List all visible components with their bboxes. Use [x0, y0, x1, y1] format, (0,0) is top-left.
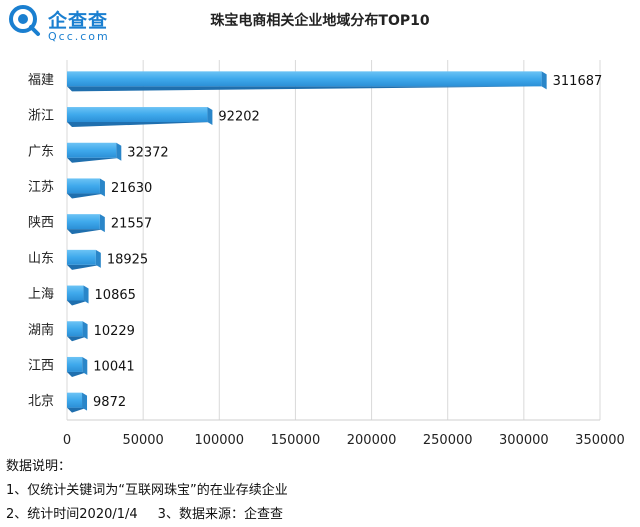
bar-福建	[67, 71, 542, 87]
bars	[67, 71, 547, 413]
x-tick-label-250000: 250000	[423, 433, 473, 448]
x-tick-label-100000: 100000	[194, 433, 244, 448]
bar-shadow-浙江	[67, 122, 213, 128]
bar-shadow-山东	[67, 264, 101, 270]
bar-cap-江苏	[99, 178, 105, 197]
value-label-上海: 10865	[95, 288, 136, 303]
value-label-陕西: 21557	[111, 217, 152, 232]
bar-shadow-陕西	[67, 229, 105, 235]
notes-heading: 数据说明：	[6, 459, 72, 474]
category-label-广东: 广东	[28, 144, 54, 159]
bar-cap-广东	[116, 142, 122, 161]
bar-shadow-上海	[67, 300, 89, 306]
notes-line-2b: 3、数据来源：企查查	[157, 507, 283, 522]
value-label-北京: 9872	[93, 395, 126, 410]
category-label-陕西: 陕西	[28, 216, 54, 231]
bar-shadow-江苏	[67, 193, 105, 199]
category-label-福建: 福建	[28, 73, 54, 88]
bar-shadow-福建	[67, 86, 547, 92]
notes-line-2: 2、统计时间2020/1/4 3、数据来源：企查查	[6, 503, 288, 527]
x-tick-label-0: 0	[63, 433, 71, 448]
logo: 企查查 Qcc.com	[8, 4, 128, 44]
bar-湖南	[67, 321, 83, 337]
bar-cap-福建	[541, 71, 547, 90]
x-tick-label-300000: 300000	[499, 433, 549, 448]
qcc-logo-icon	[9, 5, 40, 36]
category-label-江苏: 江苏	[28, 179, 54, 195]
x-tick-label-200000: 200000	[347, 433, 397, 448]
logo-domain: Qcc.com	[48, 30, 110, 43]
category-label-北京: 北京	[28, 394, 54, 409]
bar-陕西	[67, 214, 100, 230]
category-label-山东: 山东	[28, 251, 54, 266]
bar-cap-湖南	[82, 321, 88, 340]
bar-cap-上海	[83, 285, 89, 304]
x-tick-label-50000: 50000	[122, 433, 163, 448]
bar-cap-浙江	[207, 107, 213, 126]
bar-chart: 0 50000 100000 150000 200000 250000 300000 3500…	[28, 60, 625, 448]
value-label-山东: 18925	[107, 252, 148, 267]
value-label-江西: 10041	[93, 359, 134, 374]
bar-广东	[67, 142, 117, 158]
x-tick-label-350000: 350000	[575, 433, 625, 448]
bar-shadow-湖南	[67, 336, 88, 342]
bar-上海	[67, 285, 84, 301]
labels: 0 50000 100000 150000 200000 250000 300000 3500…	[28, 73, 625, 448]
bar-cap-江西	[82, 356, 88, 375]
data-notes: 数据说明： 1、仅统计关键词为“互联网珠宝”的在业存续企业 2、统计时间2020…	[6, 455, 288, 527]
notes-line-1: 1、仅统计关键词为“互联网珠宝”的在业存续企业	[6, 483, 288, 498]
logo-name: 企查查	[48, 10, 109, 32]
x-tick-label-150000: 150000	[271, 433, 321, 448]
bar-江苏	[67, 178, 100, 194]
bar-浙江	[67, 107, 208, 123]
bar-shadow-广东	[67, 157, 122, 163]
value-label-湖南: 10229	[94, 324, 135, 339]
category-label-江西: 江西	[28, 358, 54, 373]
value-label-福建: 311687	[553, 74, 603, 89]
category-label-浙江: 浙江	[28, 109, 54, 124]
bar-cap-北京	[82, 392, 88, 411]
bar-cap-陕西	[99, 214, 105, 233]
category-label-上海: 上海	[28, 287, 54, 302]
chart-title: 珠宝电商相关企业地域分布TOP10	[210, 13, 430, 29]
bar-江西	[67, 356, 83, 372]
value-label-江苏: 21630	[111, 181, 152, 196]
bar-shadow-江西	[67, 371, 88, 377]
bar-北京	[67, 392, 83, 408]
notes-line-2a: 2、统计时间2020/1/4	[6, 507, 138, 522]
bar-山东	[67, 249, 96, 265]
value-label-浙江: 92202	[218, 110, 259, 125]
bar-shadow-北京	[67, 407, 88, 413]
category-label-湖南: 湖南	[28, 322, 54, 338]
bar-cap-山东	[95, 249, 101, 268]
value-label-广东: 32372	[127, 145, 168, 160]
